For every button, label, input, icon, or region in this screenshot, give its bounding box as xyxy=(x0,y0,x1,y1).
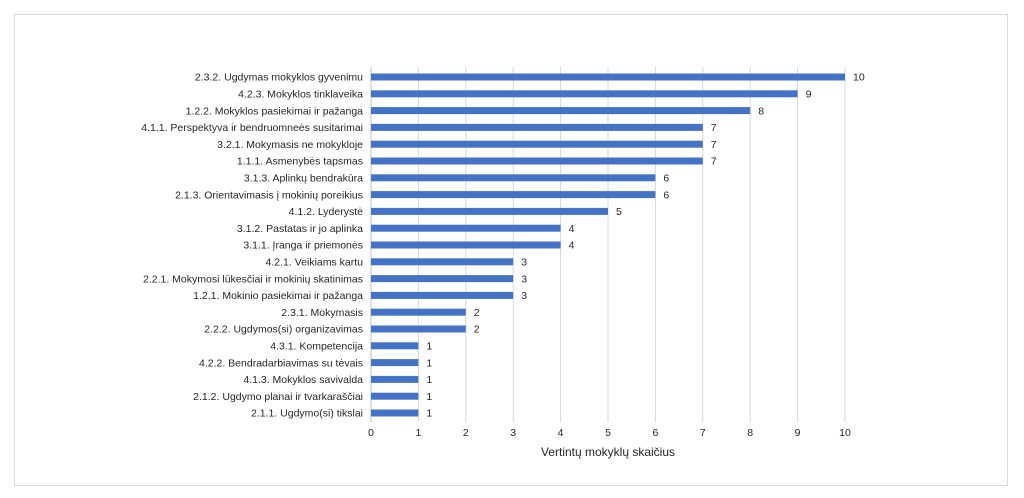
bar xyxy=(371,258,514,266)
bar-chart: 2.3.2. Ugdymas mokyklos gyvenimu 4.2.3. M… xyxy=(141,67,865,459)
data-label: 1 xyxy=(426,357,432,369)
category-labels: 2.3.2. Ugdymas mokyklos gyvenimu 4.2.3. M… xyxy=(141,72,363,420)
category-label: 1.1.1. Asmenybės tapsmas xyxy=(237,156,363,168)
x-tick-label: 2 xyxy=(463,427,469,439)
bar xyxy=(371,325,466,333)
bar xyxy=(371,224,561,232)
chart-frame: 2.3.2. Ugdymas mokyklos gyvenimu 4.2.3. M… xyxy=(14,14,1008,486)
x-tick-label: 1 xyxy=(415,427,421,439)
bar xyxy=(371,409,419,417)
x-tick-label: 10 xyxy=(839,427,851,439)
bar xyxy=(371,174,656,182)
bar xyxy=(371,123,703,131)
x-tick-label: 3 xyxy=(510,427,516,439)
category-label: 3.2.1. Mokymasis ne mokykloje xyxy=(217,139,363,151)
category-label: 4.1.3. Mokyklos savivalda xyxy=(243,374,363,386)
bar xyxy=(371,73,845,81)
category-label: 4.2.2. Bendradarbiavimas su tėvais xyxy=(199,357,363,369)
bar xyxy=(371,308,466,316)
bar xyxy=(371,90,798,98)
data-label: 5 xyxy=(616,206,622,218)
data-label: 10 xyxy=(853,72,865,84)
data-label: 7 xyxy=(711,139,717,151)
category-label: 4.1.1. Perspektyva ir bendruomneės susit… xyxy=(141,122,363,134)
category-label: 3.1.2. Pastatas ir jo aplinka xyxy=(237,223,363,235)
category-label: 2.1.3. Orientavimasis į mokinių poreikiu… xyxy=(175,189,363,201)
data-label: 7 xyxy=(711,156,717,168)
bar xyxy=(371,107,751,115)
data-label: 2 xyxy=(474,307,480,319)
data-label: 8 xyxy=(758,105,764,117)
category-label: 4.3.1. Kompetencija xyxy=(270,341,363,353)
data-label: 3 xyxy=(521,257,527,269)
data-label: 6 xyxy=(663,173,669,185)
x-tick-label: 4 xyxy=(558,427,564,439)
category-label: 4.2.3. Mokyklos tinklaveika xyxy=(238,89,363,101)
x-axis-title: Vertintų mokyklų skaičius xyxy=(541,445,675,459)
category-label: 2.1.1. Ugdymo(si) tikslai xyxy=(251,408,363,420)
category-label: 2.3.1. Mokymasis xyxy=(281,307,363,319)
data-label: 4 xyxy=(569,223,575,235)
category-label: 2.3.2. Ugdymas mokyklos gyvenimu xyxy=(195,72,363,84)
x-tick-label: 6 xyxy=(652,427,658,439)
data-label: 1 xyxy=(426,374,432,386)
category-label: 2.1.2. Ugdymo planai ir tvarkaraščiai xyxy=(193,391,363,403)
x-tick-label: 7 xyxy=(700,427,706,439)
data-label: 1 xyxy=(426,408,432,420)
data-label: 4 xyxy=(569,240,575,252)
bar xyxy=(371,359,419,367)
data-label: 7 xyxy=(711,122,717,134)
category-label: 4.2.1. Veikiams kartu xyxy=(266,257,364,269)
data-label: 6 xyxy=(663,189,669,201)
data-label: 1 xyxy=(426,341,432,353)
data-label: 3 xyxy=(521,273,527,285)
x-tick-label: 5 xyxy=(605,427,611,439)
bar xyxy=(371,157,703,165)
bar xyxy=(371,191,656,199)
data-label: 2 xyxy=(474,324,480,336)
data-label: 3 xyxy=(521,290,527,302)
category-label: 2.2.1. Mokymosi lūkesčiai ir mokinių ska… xyxy=(143,273,363,285)
category-label: 4.1.2. Lyderystė xyxy=(289,206,363,218)
bars xyxy=(371,73,845,417)
bar xyxy=(371,140,703,148)
value-labels: 10 9 8 7 7 7 6 6 5 4 4 3 3 3 2 2 1 1 1 1 1 xyxy=(426,72,864,420)
bar xyxy=(371,275,514,283)
data-label: 1 xyxy=(426,391,432,403)
bar xyxy=(371,392,419,400)
bar xyxy=(371,207,608,215)
x-tick-label: 9 xyxy=(795,427,801,439)
bar xyxy=(371,342,419,350)
category-label: 2.2.2. Ugdymos(si) organizavimas xyxy=(204,324,363,336)
bar xyxy=(371,375,419,383)
x-tick-labels: 0 1 2 3 4 5 6 7 8 9 10 xyxy=(368,427,851,439)
category-label: 3.1.3. Aplinkų bendrakūra xyxy=(244,173,363,185)
x-tick-label: 0 xyxy=(368,427,374,439)
bar xyxy=(371,291,514,299)
x-tick-label: 8 xyxy=(747,427,753,439)
bar xyxy=(371,241,561,249)
category-label: 1.2.1. Mokinio pasiekimai ir pažanga xyxy=(193,290,363,302)
data-label: 9 xyxy=(806,89,812,101)
category-label: 3.1.1. Įranga ir priemonės xyxy=(243,240,363,252)
category-label: 1.2.2. Mokyklos pasiekimai ir pažanga xyxy=(186,105,364,117)
